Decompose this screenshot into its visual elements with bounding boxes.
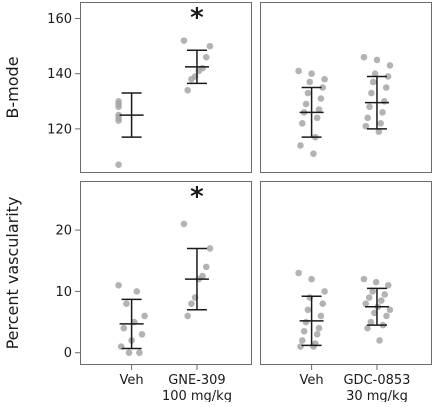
data-point-r0-c1-g0-5 <box>304 89 312 97</box>
x-category-label-c0-g1-line1: 100 mg/kg <box>162 389 232 402</box>
data-point-r1-c1-g1-0 <box>360 275 368 283</box>
data-point-r1-c1-g1-5 <box>365 294 373 301</box>
data-point-r1-c1-g1-11 <box>383 312 390 320</box>
data-point-r0-c0-g1-1 <box>206 42 214 50</box>
data-point-r0-c1-g1-12 <box>377 120 384 127</box>
data-point-r1-c1-g0-2 <box>321 288 328 295</box>
y-tick-label-r1-2: 20 <box>55 224 72 239</box>
data-point-r0-c1-g0-2 <box>321 75 328 83</box>
panel-frame-r0-c0 <box>80 2 252 173</box>
panel-frame-r1-c1 <box>260 181 432 365</box>
y-tick-label-r1-0: 0 <box>64 346 72 361</box>
x-category-label-c0-g0-line0: Veh <box>120 373 144 388</box>
data-point-r1-c1-g1-10 <box>371 309 378 317</box>
data-point-r1-c0-g1-2 <box>202 263 210 271</box>
data-point-r1-c0-g0-6 <box>138 331 146 338</box>
data-point-r1-c1-g0-13 <box>297 343 304 350</box>
x-category-label-c1-g1-line1: 30 mg/kg <box>346 389 408 402</box>
data-point-r1-c1-g0-9 <box>300 327 308 335</box>
data-point-r0-c0-g0-6 <box>115 161 122 169</box>
data-point-r1-c0-g0-0 <box>115 281 122 289</box>
x-category-label-c1-g0-line0: Veh <box>300 373 324 388</box>
data-point-r1-c1-g1-2 <box>384 281 392 289</box>
data-point-r1-c1-g0-7 <box>302 318 310 326</box>
data-point-r0-c0-g0-5 <box>115 111 122 119</box>
data-point-r0-c1-g1-8 <box>381 97 388 105</box>
y-tick-label-r0-0: 120 <box>47 122 72 137</box>
data-point-r1-c0-g0-3 <box>141 312 148 320</box>
data-point-r0-c1-g0-7 <box>302 100 310 108</box>
data-point-r0-c1-g1-3 <box>371 70 379 78</box>
data-point-r1-c0-g1-7 <box>184 312 191 320</box>
data-point-r0-c1-g0-3 <box>306 78 314 86</box>
y-tick-label-r1-1: 10 <box>55 285 72 300</box>
data-point-r0-c1-g0-1 <box>308 70 315 78</box>
data-point-r0-c1-g1-14 <box>375 128 383 135</box>
data-point-r0-c1-g1-7 <box>368 89 375 97</box>
data-point-r1-c1-g0-8 <box>315 324 323 332</box>
data-point-r0-c1-g1-4 <box>384 73 392 80</box>
data-point-r0-c1-g0-0 <box>295 67 302 75</box>
panel-frame-r1-c0 <box>80 181 252 365</box>
y-axis-title-r0: B-mode <box>3 56 22 118</box>
data-point-r0-c1-g1-6 <box>382 84 390 91</box>
data-point-r0-c1-g1-1 <box>373 56 381 64</box>
data-point-r1-c1-g1-7 <box>362 300 369 307</box>
data-point-r0-c1-g1-10 <box>379 109 386 116</box>
data-point-r0-c1-g0-4 <box>319 84 327 91</box>
data-point-r1-c0-g0-5 <box>120 324 128 332</box>
data-point-r0-c1-g0-14 <box>310 150 317 157</box>
data-point-r1-c0-g0-9 <box>136 349 143 357</box>
data-point-r0-c0-g1-6 <box>188 75 195 83</box>
data-point-r1-c1-g1-1 <box>372 278 380 286</box>
panel-frame-r0-c1 <box>260 2 432 173</box>
data-point-r0-c1-g0-8 <box>315 106 323 113</box>
data-point-r1-c1-g0-0 <box>295 269 302 277</box>
data-point-r1-c1-g0-1 <box>308 275 315 283</box>
significance-marker-r1-c0-g1: * <box>190 182 204 212</box>
data-point-r1-c0-g0-1 <box>133 288 141 295</box>
data-point-r1-c1-g0-11 <box>299 337 306 344</box>
y-tick-label-r0-2: 160 <box>47 12 72 27</box>
data-point-r1-c1-g1-12 <box>367 318 375 326</box>
data-point-r1-c0-g1-6 <box>188 300 195 307</box>
data-point-r0-c1-g1-2 <box>386 62 394 69</box>
data-point-r0-c1-g0-13 <box>297 142 304 149</box>
y-axis-title-r1: Percent vascularity <box>3 197 22 350</box>
data-point-r0-c1-g1-11 <box>364 114 371 122</box>
data-point-r1-c1-g1-3 <box>369 288 376 295</box>
data-point-r0-c1-g1-0 <box>360 53 368 61</box>
data-point-r0-c1-g1-9 <box>366 103 373 111</box>
data-point-r1-c0-g0-10 <box>125 349 133 357</box>
data-point-r0-c0-g1-0 <box>180 37 188 44</box>
data-point-r0-c1-g1-13 <box>362 122 370 130</box>
data-point-r0-c0-g0-2 <box>115 97 122 105</box>
data-point-r1-c1-g0-4 <box>319 300 327 307</box>
data-point-r1-c1-g1-4 <box>381 291 389 298</box>
data-point-r1-c1-g0-6 <box>317 312 325 320</box>
data-point-r1-c1-g1-14 <box>364 324 371 332</box>
data-point-r0-c0-g1-2 <box>202 53 210 61</box>
data-point-r0-c1-g1-5 <box>369 78 377 86</box>
data-point-r1-c1-g1-15 <box>376 337 383 344</box>
data-point-r0-c1-g0-10 <box>313 114 321 122</box>
data-point-r1-c0-g0-2 <box>123 300 130 307</box>
data-point-r1-c1-g1-9 <box>386 306 394 314</box>
data-point-r1-c1-g0-5 <box>304 306 312 314</box>
x-category-label-c0-g1-line0: GNE-309 <box>168 373 226 388</box>
y-tick-label-r0-1: 140 <box>47 67 72 82</box>
data-point-r1-c1-g1-6 <box>377 297 385 304</box>
data-point-r0-c1-g0-6 <box>317 95 325 102</box>
data-point-r0-c0-g1-7 <box>184 86 191 94</box>
data-point-r1-c0-g1-0 <box>180 220 188 228</box>
significance-marker-r0-c0-g1: * <box>190 3 204 33</box>
data-point-r1-c0-g1-1 <box>206 245 214 252</box>
x-category-label-c1-g1-line0: GDC-0853 <box>343 373 410 388</box>
data-point-r0-c1-g0-11 <box>299 120 306 127</box>
data-point-r0-c0-g0-4 <box>115 117 122 124</box>
data-point-r1-c1-g0-10 <box>313 331 321 338</box>
